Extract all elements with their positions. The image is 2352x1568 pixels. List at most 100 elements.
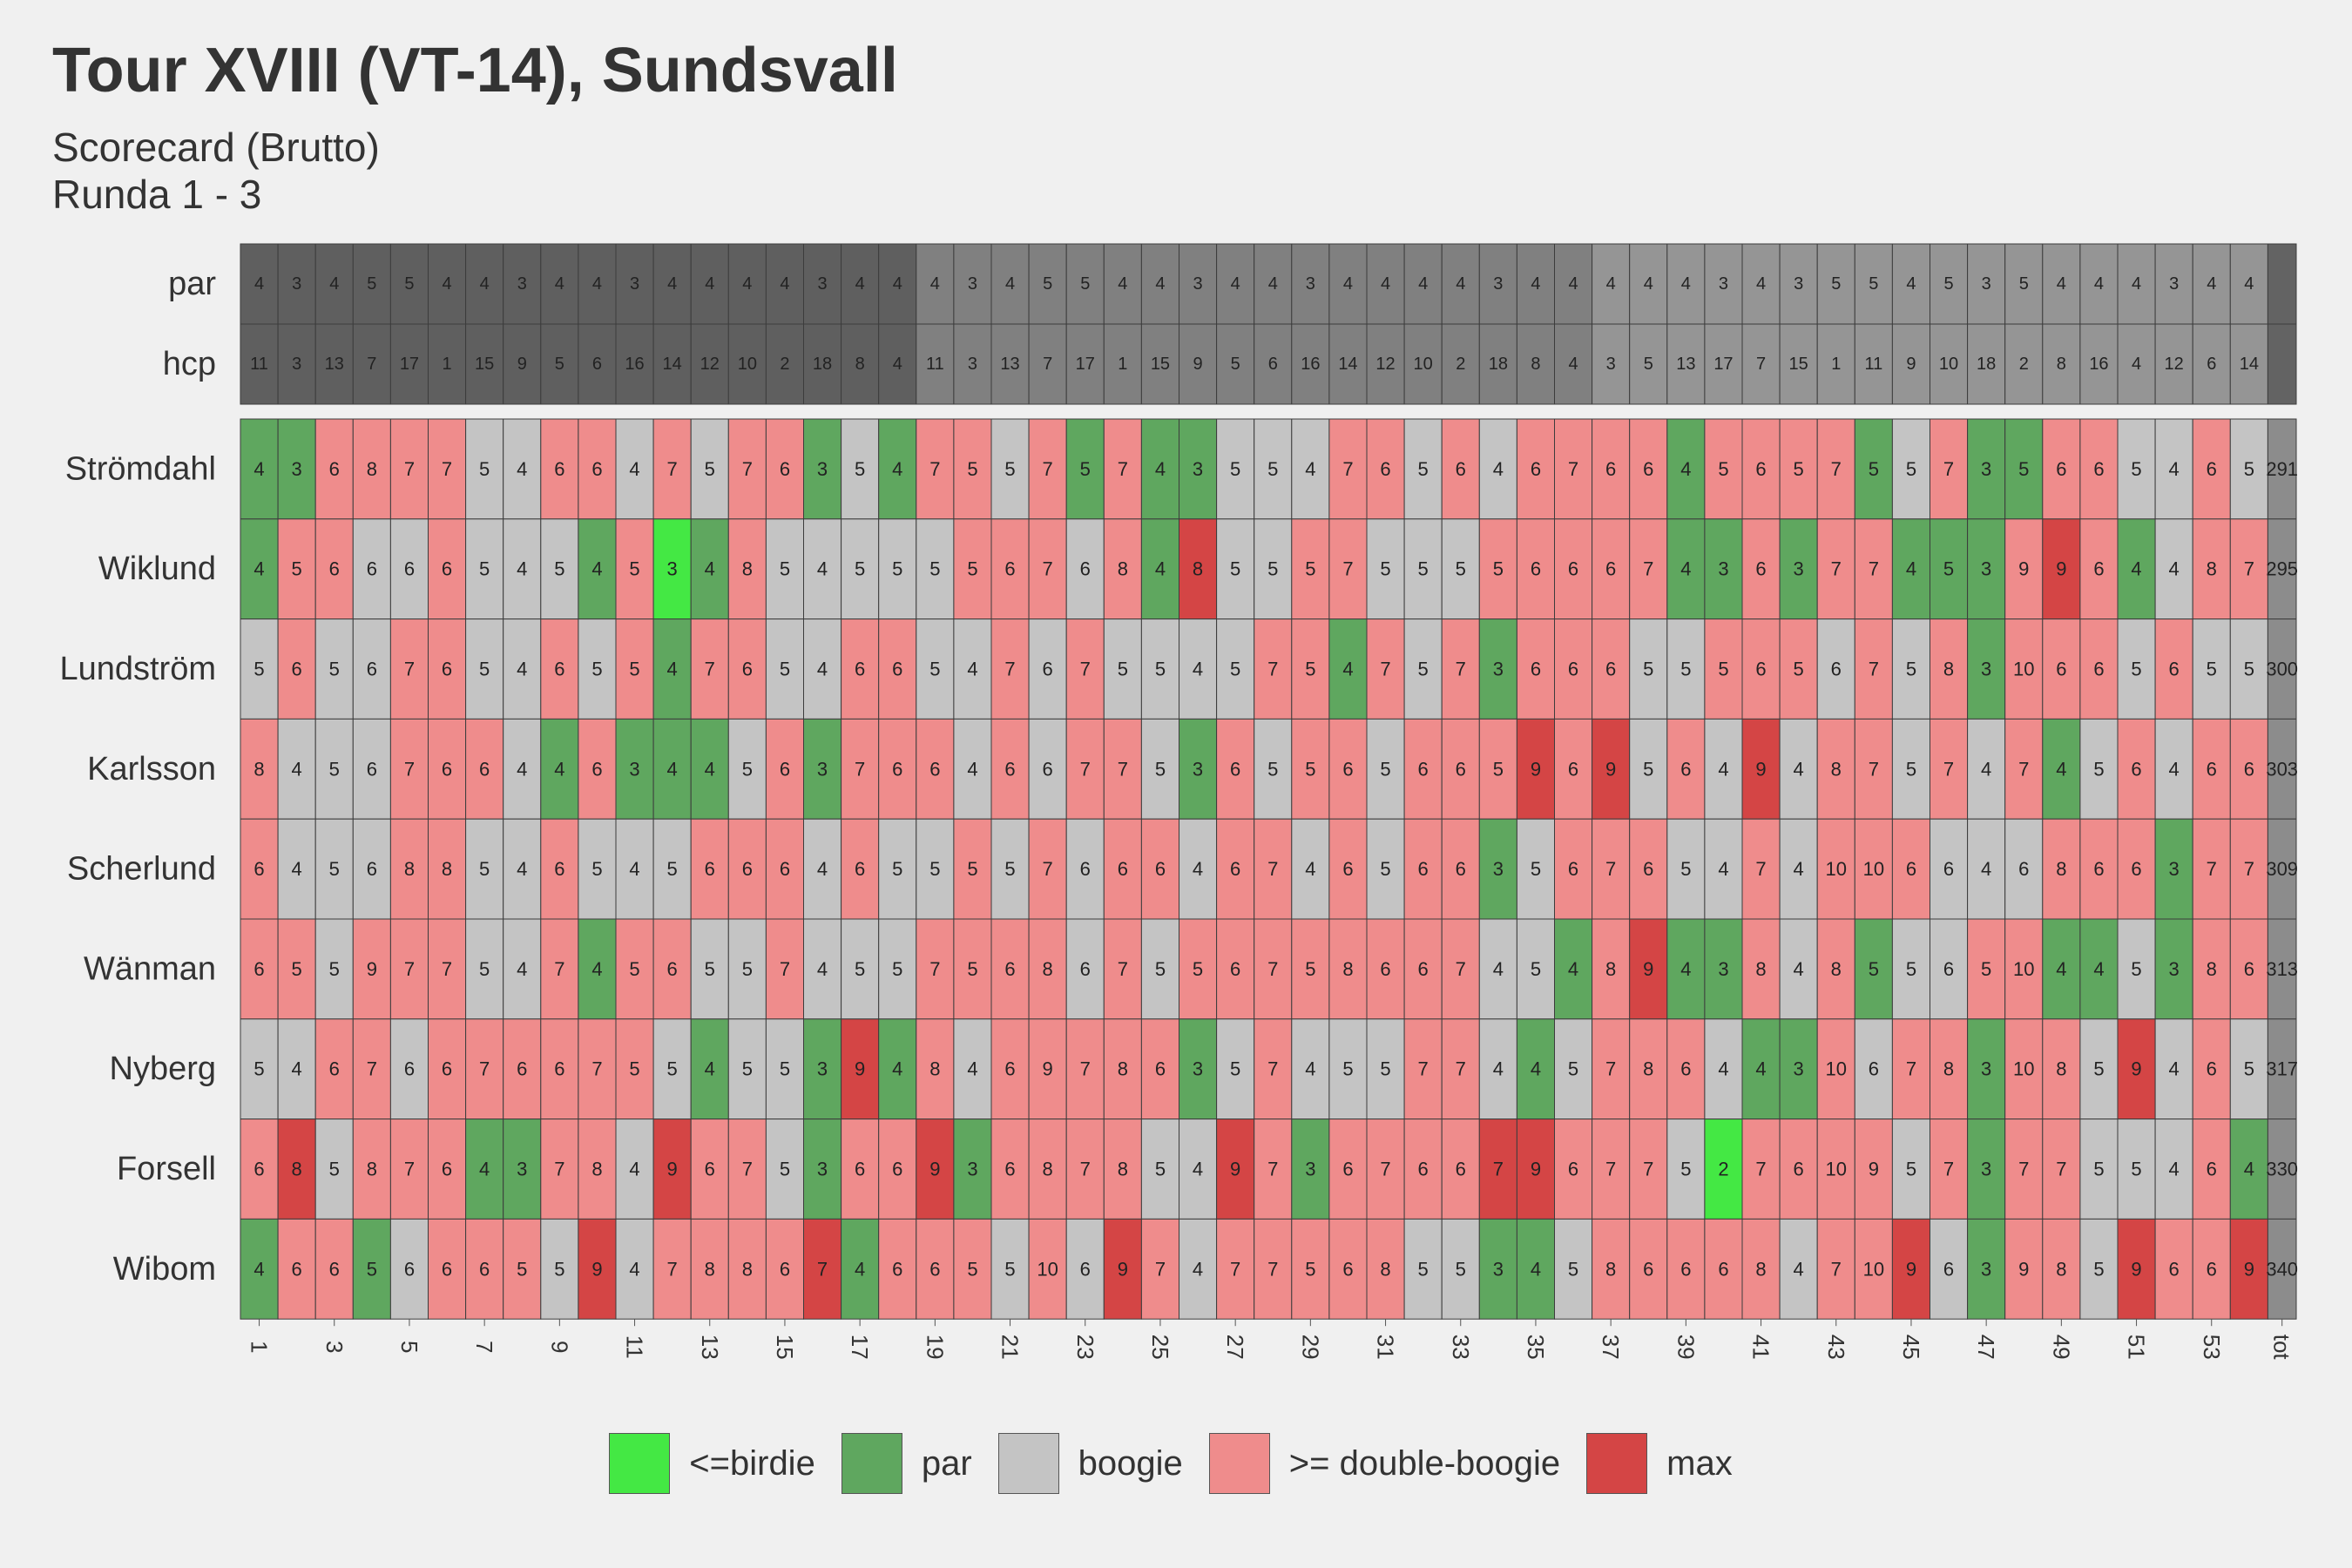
hcp-value: 14 xyxy=(1338,355,1357,374)
score-value: 7 xyxy=(1943,758,1954,780)
score-value: 4 xyxy=(292,758,302,780)
score-value: 5 xyxy=(479,558,490,580)
score-cell xyxy=(990,1218,1030,1320)
score-cell xyxy=(690,818,729,920)
score-cell xyxy=(1967,1218,2006,1320)
hcp-cell xyxy=(2192,323,2231,405)
score-cell xyxy=(916,618,955,720)
par-value: 4 xyxy=(2057,274,2066,294)
score-cell xyxy=(2117,1018,2156,1120)
score-value: 7 xyxy=(1080,1159,1091,1180)
par-value: 4 xyxy=(254,274,264,294)
hcp-cell xyxy=(428,323,467,405)
par-cell xyxy=(2079,243,2119,325)
score-value: 5 xyxy=(1230,1058,1240,1080)
score-cell xyxy=(2042,1218,2081,1320)
score-value: 5 xyxy=(929,558,940,580)
score-value: 5 xyxy=(1155,659,1166,680)
score-value: 6 xyxy=(253,1159,264,1180)
score-value: 4 xyxy=(1680,458,1691,480)
score-cell xyxy=(1216,1218,1255,1320)
score-cell xyxy=(1516,918,1556,1020)
score-value: 4 xyxy=(1531,1258,1541,1280)
score-value: 5 xyxy=(967,558,977,580)
score-value: 4 xyxy=(517,858,527,880)
hcp-value: 4 xyxy=(2132,355,2141,374)
score-cell xyxy=(389,518,429,620)
score-cell xyxy=(1065,618,1105,720)
score-value: 4 xyxy=(1305,858,1315,880)
score-cell xyxy=(878,1218,917,1320)
legend-swatch-double-boogie xyxy=(1208,1433,1270,1494)
score-value: 4 xyxy=(2056,958,2066,980)
score-cell xyxy=(652,1218,692,1320)
score-value: 5 xyxy=(629,558,639,580)
score-value: 6 xyxy=(742,659,753,680)
score-value: 8 xyxy=(1118,1159,1128,1180)
score-cell xyxy=(803,518,842,620)
score-value: 9 xyxy=(1043,1058,1053,1080)
score-value: 4 xyxy=(855,1258,865,1280)
hcp-value: 5 xyxy=(1231,355,1240,374)
score-cell xyxy=(1441,1119,1480,1220)
score-value: 7 xyxy=(404,659,415,680)
score-value: 6 xyxy=(253,858,264,880)
par-cell xyxy=(615,243,654,325)
score-cell xyxy=(765,918,805,1020)
score-value: 5 xyxy=(1230,558,1240,580)
score-cell xyxy=(1704,618,1743,720)
score-value: 6 xyxy=(705,858,715,880)
score-value: 7 xyxy=(2018,758,2029,780)
hcp-value: 1 xyxy=(442,355,451,374)
score-value: 5 xyxy=(479,458,490,480)
score-value: 6 xyxy=(1755,458,1766,480)
legend-item-par: par xyxy=(841,1433,983,1494)
par-value: 4 xyxy=(1381,274,1390,294)
score-cell xyxy=(1891,518,1930,620)
score-value: 6 xyxy=(1643,858,1653,880)
score-value: 5 xyxy=(1680,659,1691,680)
score-cell xyxy=(765,818,805,920)
score-value: 7 xyxy=(1118,458,1128,480)
par-cell xyxy=(2117,243,2156,325)
score-value: 7 xyxy=(1380,1159,1390,1180)
score-cell xyxy=(1065,418,1105,520)
score-value: 7 xyxy=(817,1258,828,1280)
score-cell xyxy=(690,718,729,820)
score-cell xyxy=(1967,818,2006,920)
score-value: 6 xyxy=(1418,758,1429,780)
score-value: 4 xyxy=(1193,659,1203,680)
par-value: 4 xyxy=(2244,274,2254,294)
score-value: 4 xyxy=(2056,758,2066,780)
score-value: 5 xyxy=(1531,958,1541,980)
score-value: 6 xyxy=(2244,758,2254,780)
par-value: 3 xyxy=(1719,274,1728,294)
score-value: 6 xyxy=(929,1258,940,1280)
legend-item-double-boogie: >= double-boogie xyxy=(1208,1433,1571,1494)
score-cell xyxy=(2079,818,2119,920)
score-cell xyxy=(2079,418,2119,520)
hcp-value: 7 xyxy=(1756,355,1766,374)
score-value: 6 xyxy=(1755,558,1766,580)
score-value: 3 xyxy=(1981,1159,1991,1180)
score-value: 5 xyxy=(705,458,715,480)
score-value: 6 xyxy=(479,1258,490,1280)
score-cell xyxy=(727,1018,767,1120)
score-cell xyxy=(2229,918,2268,1020)
score-value: 5 xyxy=(1418,659,1429,680)
score-cell xyxy=(1140,518,1180,620)
score-cell xyxy=(953,418,992,520)
score-value: 6 xyxy=(1906,858,1916,880)
hcp-cell xyxy=(1366,323,1405,405)
score-cell xyxy=(389,418,429,520)
score-value: 6 xyxy=(442,1159,452,1180)
score-value: 6 xyxy=(2093,458,2104,480)
score-value: 5 xyxy=(253,659,264,680)
score-value: 5 xyxy=(1230,458,1240,480)
score-cell xyxy=(2229,1018,2268,1120)
score-cell xyxy=(1554,518,1593,620)
score-cell xyxy=(540,418,579,520)
score-cell xyxy=(352,818,391,920)
score-value: 8 xyxy=(742,1258,753,1280)
score-value: 5 xyxy=(2244,659,2254,680)
